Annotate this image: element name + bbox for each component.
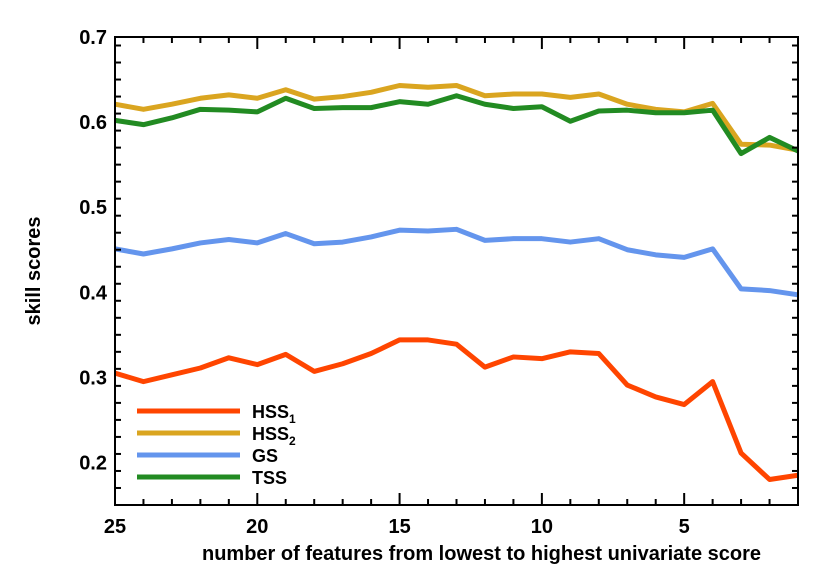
y-tick-label: 0.4 (79, 282, 108, 304)
y-tick-label: 0.3 (79, 367, 107, 389)
y-tick-label: 0.7 (79, 27, 107, 49)
legend-label: TSS (252, 468, 287, 488)
series-line-gs (114, 226, 799, 298)
series-line-hss1 (114, 337, 799, 482)
x-tick-label: 20 (246, 516, 268, 538)
series-layer (114, 83, 800, 482)
y-tick-label: 0.5 (79, 197, 107, 219)
legend-label: HSS1 (252, 402, 296, 426)
legend-label: GS (252, 446, 278, 466)
y-tick-label: 0.6 (79, 112, 107, 134)
x-tick-label: 25 (104, 516, 126, 538)
x-tick-label: 10 (531, 516, 553, 538)
legend-label: HSS2 (252, 424, 296, 448)
series-line-tss (114, 93, 800, 157)
y-tick-label: 0.2 (79, 452, 107, 474)
y-axis-title: skill scores (23, 217, 45, 326)
x-tick-label: 5 (679, 516, 690, 538)
axes-layer: 25 20 15 10 5 0.2 0.3 0.4 0.5 0.6 0.7 (79, 27, 799, 538)
x-tick-label: 15 (388, 516, 410, 538)
x-axis-title: number of features from lowest to highes… (202, 543, 761, 565)
